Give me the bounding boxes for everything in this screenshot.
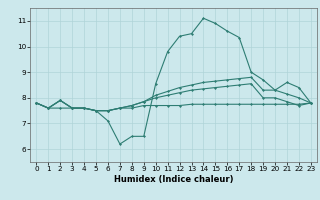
X-axis label: Humidex (Indice chaleur): Humidex (Indice chaleur) <box>114 175 233 184</box>
